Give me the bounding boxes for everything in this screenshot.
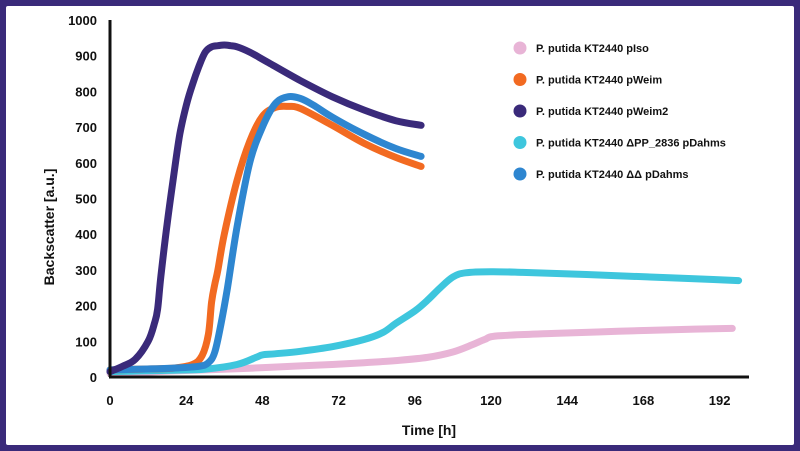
legend-label: P. putida KT2440 pWeim <box>536 75 662 87</box>
legend-label: P. putida KT2440 ΔPP_2836 pDahms <box>536 138 726 150</box>
y-tick-label: 100 <box>75 334 97 349</box>
legend-marker <box>513 167 527 181</box>
legend-label: P. putida KT2440 ΔΔ pDahms <box>536 169 689 181</box>
legend-label: P. putida KT2440 pIso <box>536 43 649 55</box>
y-tick-label: 800 <box>75 84 97 99</box>
y-axis-title: Backscatter [a.u.] <box>41 169 57 286</box>
y-tick-label: 200 <box>75 299 97 314</box>
x-tick-label: 72 <box>331 393 345 408</box>
y-tick-label: 700 <box>75 120 97 135</box>
y-tick-label: 1000 <box>68 13 97 28</box>
x-tick-label: 168 <box>633 393 655 408</box>
x-tick-label: 24 <box>179 393 194 408</box>
x-tick-label: 144 <box>556 393 578 408</box>
y-tick-label: 300 <box>75 263 97 278</box>
series-line <box>106 268 743 376</box>
legend-marker <box>513 73 527 86</box>
series-lines <box>106 41 743 377</box>
x-tick-label: 120 <box>480 393 502 408</box>
y-tick-label: 400 <box>75 227 97 242</box>
legend-marker <box>513 41 527 55</box>
x-tick-label: 48 <box>255 393 269 408</box>
series-line <box>106 102 425 374</box>
axes <box>108 20 749 379</box>
y-tick-label: 900 <box>75 49 97 64</box>
legend: P. putida KT2440 pIso P. putida KT2440 pW… <box>513 41 726 181</box>
tick-labels: 0 24 48 72 96 120 144 168 192 0 100 200 300 400 500 600… <box>68 13 730 408</box>
legend-label: P. putida KT2440 pWeim2 <box>536 106 668 118</box>
y-tick-label: 600 <box>75 156 97 171</box>
x-tick-label: 0 <box>106 393 113 408</box>
y-tick-label: 500 <box>75 192 97 207</box>
y-tick-label: 0 <box>90 370 97 385</box>
legend-marker <box>513 104 527 118</box>
series-line <box>106 93 425 374</box>
x-axis-title: Time [h] <box>402 422 456 438</box>
x-tick-label: 96 <box>408 393 422 408</box>
x-tick-label: 192 <box>709 393 731 408</box>
series-line <box>106 41 425 376</box>
legend-marker <box>513 136 527 149</box>
